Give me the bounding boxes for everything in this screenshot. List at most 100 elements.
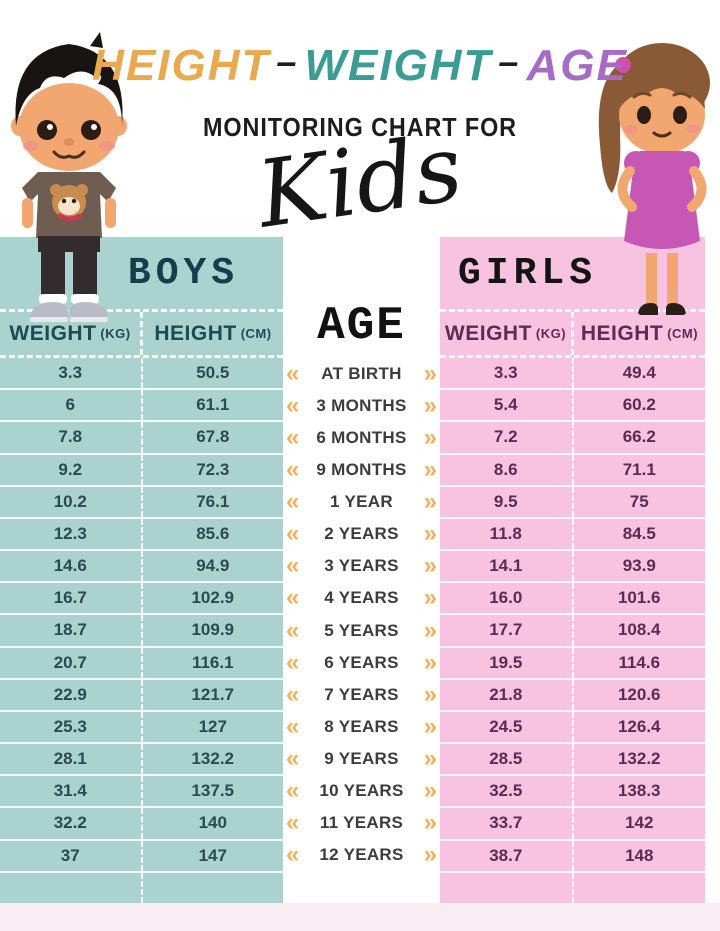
weight-cell: 24.5	[440, 711, 574, 743]
age-panel: AGE « AT BIRTH » « 3 MONTHS » « 6 MONTHS » « 9 MON…	[283, 237, 440, 903]
height-cell: 93.9	[622, 556, 656, 576]
height-cell: 61.1	[196, 395, 230, 415]
boys-header-row: WEIGHT (KG) HEIGHT (CM)	[0, 309, 283, 358]
height-cell: 121.7	[191, 684, 235, 704]
chevrons-left-icon: «	[286, 616, 300, 644]
weight-cell: 10.2	[0, 486, 143, 517]
age-row: « 7 YEARS »	[283, 679, 440, 711]
table-row: 33.7 142	[440, 808, 705, 841]
weight-cell: 16.0	[440, 583, 574, 614]
chevrons-right-icon: »	[423, 424, 437, 452]
weight-cell: 9.2	[0, 454, 143, 485]
table-row: 28.5 132.2	[440, 744, 705, 777]
weight-cell: 19.5	[440, 647, 574, 678]
girls-table-body: 3.3 49.4 5.4 60.2 7.2 66.2 8.6 71.1 9.5 75 11.8 84.…	[440, 358, 705, 903]
table-row: 28.1 132.2	[0, 744, 283, 777]
boys-weight-header-label: WEIGHT	[9, 321, 97, 345]
height-cell: 109.9	[191, 620, 235, 640]
title-word-age: AGE	[526, 41, 628, 90]
weight-cell: 12.3	[0, 518, 143, 550]
height-cell: 94.9	[196, 556, 230, 576]
chevrons-right-icon: »	[423, 584, 437, 612]
height-cell: 60.2	[622, 395, 656, 415]
height-cell: 120.6	[617, 684, 661, 704]
girls-panel: GIRLS WEIGHT (KG) HEIGHT (CM) 3.3 49.4 5.4…	[440, 237, 705, 903]
weight-cell: 14.6	[0, 551, 143, 582]
table-row: 21.8 120.6	[440, 679, 705, 712]
age-row: « 8 YEARS »	[283, 711, 440, 743]
age-label: 6 YEARS	[324, 652, 399, 672]
boys-weight-header: WEIGHT (KG)	[0, 312, 143, 355]
age-row: « 5 YEARS »	[283, 615, 440, 647]
chevrons-right-icon: »	[423, 776, 437, 804]
weight-cell	[440, 872, 574, 903]
height-cell: 138.3	[617, 781, 661, 801]
weight-cell: 17.7	[440, 615, 574, 646]
height-cell: 85.6	[196, 523, 230, 543]
table-row: 3.3 49.4	[440, 358, 705, 391]
chevrons-left-icon: «	[286, 744, 300, 772]
table-row: 11.8 84.5	[440, 518, 705, 552]
weight-cell: 16.7	[0, 583, 143, 614]
weight-cell: 20.7	[0, 647, 143, 678]
chevrons-left-icon: «	[286, 776, 300, 804]
table-row: 9.5 75	[440, 486, 705, 519]
chevrons-left-icon: «	[286, 456, 300, 484]
height-cell: 127	[198, 716, 227, 736]
age-label: AT BIRTH	[321, 364, 402, 384]
chevrons-right-icon: »	[423, 680, 437, 708]
age-label: 3 MONTHS	[316, 396, 407, 416]
height-cell: 132.2	[191, 749, 235, 769]
boys-height-header-label: HEIGHT	[154, 321, 237, 345]
table-row: 31.4 137.5	[0, 776, 283, 809]
chevrons-right-icon: »	[423, 520, 437, 548]
boys-panel: BOYS WEIGHT (KG) HEIGHT (CM) 3.3 50.5 6 61.…	[0, 237, 283, 903]
weight-cell: 32.5	[440, 776, 574, 807]
girls-panel-title: GIRLS	[457, 251, 598, 295]
weight-cell: 33.7	[440, 808, 574, 839]
age-row: « 11 YEARS »	[283, 807, 440, 839]
chevrons-left-icon: «	[286, 520, 300, 548]
weight-cell: 7.8	[0, 422, 143, 453]
age-label: 9 MONTHS	[316, 460, 407, 480]
height-cell: 137.5	[191, 781, 235, 801]
table-row: 14.1 93.9	[440, 551, 705, 584]
height-cell: 132.2	[617, 749, 661, 769]
weight-cell: 28.1	[0, 744, 143, 775]
table-row: 7.2 66.2	[440, 422, 705, 455]
girls-weight-header-label: WEIGHT	[444, 321, 532, 345]
chevrons-left-icon: «	[286, 680, 300, 708]
age-label: 8 YEARS	[324, 716, 399, 736]
weight-cell: 7.2	[440, 422, 574, 453]
height-cell: 126.4	[617, 716, 661, 736]
age-row: « 10 YEARS »	[283, 775, 440, 807]
table-row: 22.9 121.7	[0, 679, 283, 712]
boys-weight-unit: (KG)	[100, 326, 131, 341]
table-row: 18.7 109.9	[0, 615, 283, 648]
table-row: 25.3 127	[0, 711, 283, 745]
boys-height-unit: (CM)	[240, 326, 272, 341]
age-row: « 9 MONTHS »	[283, 454, 440, 486]
weight-cell: 14.1	[440, 551, 574, 582]
title-word-weight: WEIGHT	[304, 41, 493, 90]
table-row: 8.6 71.1	[440, 454, 705, 487]
girls-header-row: WEIGHT (KG) HEIGHT (CM)	[440, 309, 705, 358]
age-row: « 9 YEARS »	[283, 743, 440, 775]
chevrons-left-icon: «	[286, 392, 300, 420]
table-row: 6 61.1	[0, 390, 283, 423]
title-separator: –	[276, 41, 299, 82]
weight-cell: 37	[0, 840, 143, 871]
height-cell: 140	[198, 813, 227, 833]
chevrons-right-icon: »	[423, 744, 437, 772]
page-title: HEIGHT – WEIGHT – AGE	[0, 44, 720, 88]
age-row: « 4 YEARS »	[283, 582, 440, 614]
age-label: 1 YEAR	[330, 492, 393, 512]
age-label: 5 YEARS	[324, 620, 399, 640]
chevrons-left-icon: «	[286, 840, 300, 868]
chevrons-left-icon: «	[286, 360, 300, 388]
age-row: « 1 YEAR »	[283, 486, 440, 518]
height-cell: 114.6	[618, 652, 661, 672]
age-row: « 6 YEARS »	[283, 647, 440, 679]
age-row: « 6 MONTHS »	[283, 422, 440, 454]
